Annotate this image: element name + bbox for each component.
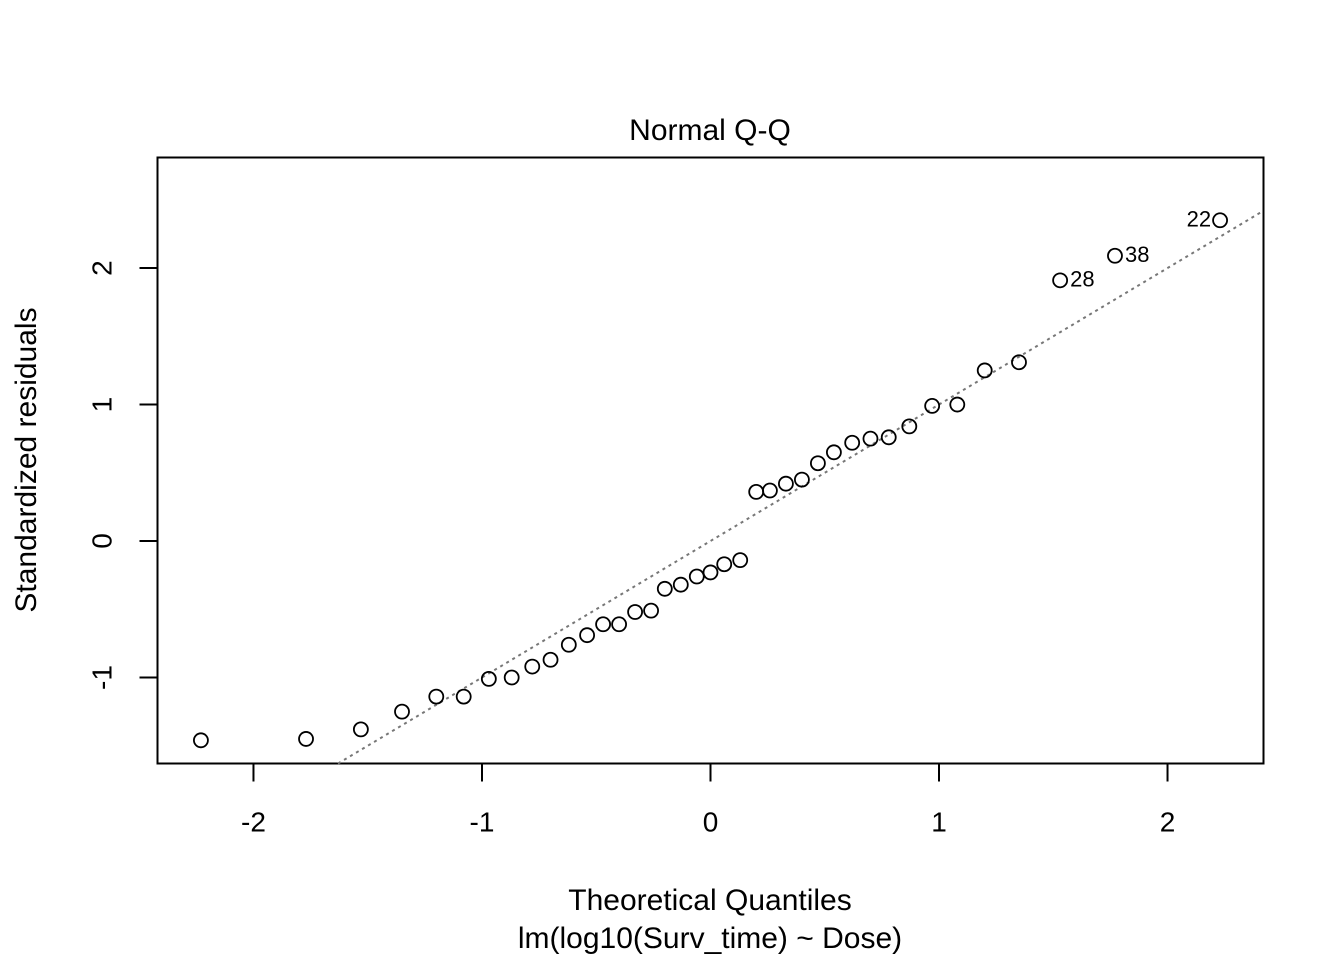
data-point	[810, 455, 826, 472]
y-tick-label: 1	[87, 397, 118, 413]
data-point	[672, 576, 689, 593]
x-tick-label: 2	[1160, 807, 1176, 838]
x-axis-label: Theoretical Quantiles	[568, 884, 851, 917]
data-point	[901, 418, 918, 435]
y-tick-label: 0	[87, 533, 118, 549]
data-point	[688, 568, 705, 585]
data-point	[542, 651, 559, 668]
data-point	[732, 552, 749, 569]
data-point	[524, 658, 541, 675]
data-point	[762, 482, 778, 499]
y-axis: -1 0 1 2	[87, 260, 158, 690]
data-point	[611, 616, 627, 633]
data-point	[825, 444, 842, 461]
data-point	[1011, 354, 1027, 371]
reference-line-layer	[337, 209, 1265, 765]
data-point	[1107, 247, 1123, 264]
y-tick-label: -1	[87, 665, 118, 690]
data-point	[656, 580, 673, 597]
x-tick-label: 1	[931, 807, 947, 838]
point-labels-layer: 28 38 22	[1070, 206, 1211, 291]
x-axis: -2 -1 0 1 2	[241, 763, 1176, 838]
x-tick-label: 0	[703, 807, 719, 838]
data-point	[298, 731, 314, 747]
data-point	[503, 669, 520, 686]
plot-frame	[156, 156, 1265, 765]
point-label: 38	[1125, 242, 1149, 267]
reference-line	[337, 209, 1265, 765]
data-point	[352, 721, 369, 738]
data-point	[455, 688, 472, 705]
data-point	[643, 602, 659, 619]
data-point	[595, 616, 611, 633]
x-tick-label: -2	[241, 807, 266, 838]
data-point	[976, 362, 993, 379]
points-layer	[193, 212, 1228, 749]
data-point	[579, 627, 596, 644]
data-point	[193, 732, 209, 749]
data-point	[844, 434, 861, 451]
y-axis-label: Standardized residuals	[10, 307, 43, 612]
data-point	[480, 670, 497, 687]
data-point	[794, 471, 810, 488]
data-point	[394, 703, 410, 720]
data-point	[880, 429, 897, 446]
x-tick-label: -1	[470, 807, 495, 838]
x-axis-sublabel: lm(log10(Surv_time) ~ Dose)	[518, 922, 902, 955]
data-point	[748, 483, 765, 500]
data-point	[862, 430, 879, 447]
data-point	[1212, 212, 1228, 229]
y-tick-label: 2	[87, 260, 118, 276]
data-point	[560, 636, 577, 653]
point-label: 28	[1070, 266, 1094, 291]
data-point	[627, 604, 643, 620]
data-point	[949, 396, 966, 413]
data-point	[716, 556, 733, 573]
data-point	[702, 564, 719, 581]
chart-title: Normal Q-Q	[629, 114, 791, 147]
data-point	[428, 688, 445, 705]
data-point	[1052, 272, 1069, 289]
point-label: 22	[1187, 206, 1211, 231]
data-point	[778, 475, 794, 492]
data-point	[924, 398, 941, 414]
